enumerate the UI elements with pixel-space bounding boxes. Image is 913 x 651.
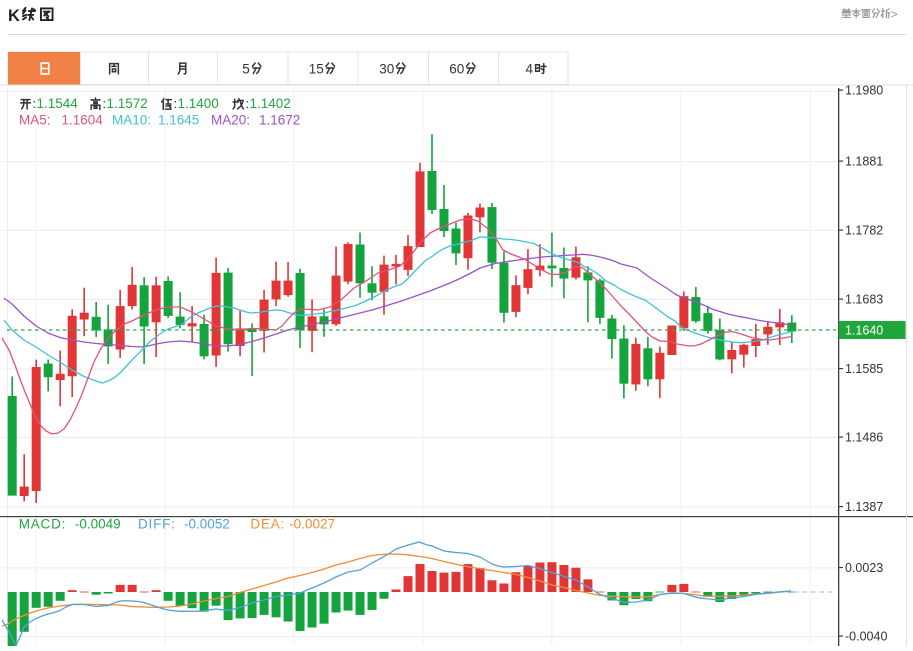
svg-text:DIFF:: DIFF:: [138, 517, 176, 532]
svg-text:-0.0052: -0.0052: [184, 517, 230, 532]
svg-text:MA5:: MA5:: [19, 113, 51, 128]
svg-text:1.1672: 1.1672: [259, 113, 300, 128]
svg-text:30: 30: [379, 62, 394, 77]
svg-text::: :: [103, 96, 107, 111]
svg-text:0.0023: 0.0023: [845, 561, 883, 575]
svg-text:60: 60: [449, 62, 464, 77]
svg-text:>: >: [891, 7, 898, 21]
svg-text:15: 15: [309, 62, 324, 77]
svg-text::: :: [246, 96, 250, 111]
svg-text:4: 4: [526, 62, 534, 77]
svg-text:MACD:: MACD:: [19, 517, 66, 532]
svg-text:5: 5: [242, 62, 250, 77]
svg-text:1.1402: 1.1402: [250, 96, 291, 111]
svg-text:1.1387: 1.1387: [845, 500, 883, 514]
svg-text:1.1604: 1.1604: [62, 113, 104, 128]
svg-text:-0.0049: -0.0049: [75, 517, 121, 532]
svg-text:1.1782: 1.1782: [845, 224, 883, 238]
svg-text:K: K: [8, 7, 20, 25]
svg-text::: :: [33, 96, 37, 111]
svg-text:1.1980: 1.1980: [845, 84, 883, 98]
svg-text:1.1640: 1.1640: [845, 324, 883, 338]
svg-text:1.1881: 1.1881: [845, 155, 883, 169]
svg-text:1.1572: 1.1572: [107, 96, 148, 111]
svg-text:1.1645: 1.1645: [158, 113, 199, 128]
svg-text:-0.0027: -0.0027: [289, 517, 335, 532]
svg-text:1.1400: 1.1400: [178, 96, 219, 111]
svg-text:DEA:: DEA:: [250, 517, 285, 532]
svg-text:-0.0040: -0.0040: [845, 630, 887, 644]
svg-text::: :: [174, 96, 178, 111]
svg-text:MA10:: MA10:: [112, 113, 151, 128]
svg-text:1.1544: 1.1544: [37, 96, 79, 111]
svg-text:1.1683: 1.1683: [845, 293, 883, 307]
svg-text:MA20:: MA20:: [211, 113, 250, 128]
svg-text:1.1486: 1.1486: [845, 431, 883, 445]
svg-text:1.1585: 1.1585: [845, 362, 883, 376]
